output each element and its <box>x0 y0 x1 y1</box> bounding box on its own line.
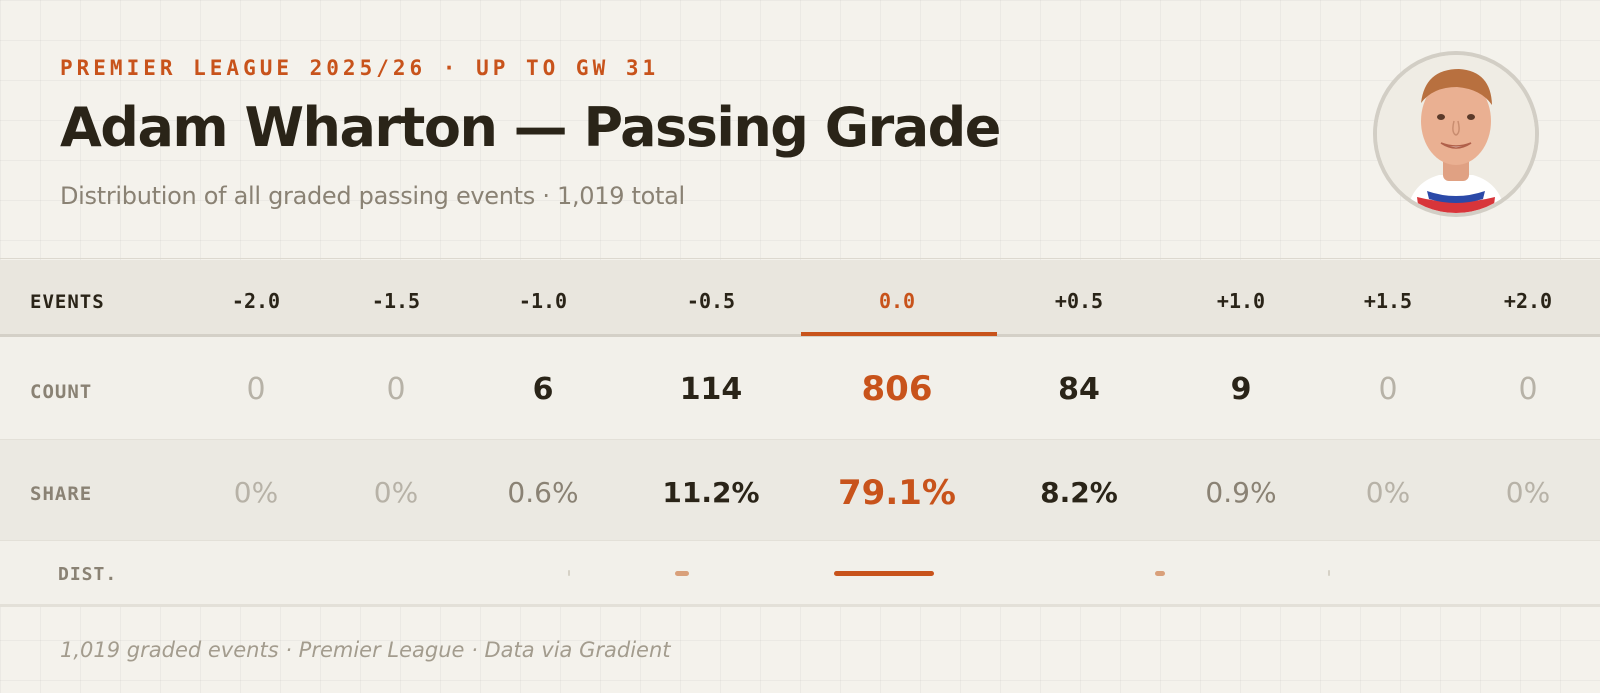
grade-header-cell: +2.0 <box>1503 289 1553 313</box>
dist-row <box>0 541 1600 604</box>
player-headshot-icon <box>1377 55 1535 213</box>
count-cell: 9 <box>1230 372 1252 407</box>
dist-bar <box>1328 570 1330 576</box>
share-cell: 11.2% <box>662 476 760 509</box>
events-row-label: EVENTS <box>30 291 105 313</box>
grade-header-cell: 0.0 <box>878 289 916 313</box>
share-cell: 0% <box>1365 476 1411 509</box>
count-cell: 0 <box>246 372 266 407</box>
grade-header-cell: -1.0 <box>518 289 568 313</box>
share-cell: 0% <box>1505 476 1551 509</box>
count-cell: 6 <box>532 372 554 407</box>
grade-header-cell: +1.0 <box>1216 289 1266 313</box>
dist-bar <box>675 571 689 576</box>
count-cell: 0 <box>386 372 406 407</box>
count-cell: 806 <box>861 369 933 409</box>
count-cell: 114 <box>679 372 743 407</box>
share-cell: 0.9% <box>1205 476 1277 509</box>
count-cell: 84 <box>1058 372 1100 407</box>
player-avatar <box>1373 51 1539 217</box>
dist-bar <box>834 571 934 576</box>
count-row <box>0 337 1600 440</box>
table-top-rule <box>0 258 1600 259</box>
share-cell: 79.1% <box>838 473 956 513</box>
dist-row-label: DIST. <box>58 564 118 585</box>
grade-header-cell: -1.5 <box>371 289 421 313</box>
grade-header-cell: +1.5 <box>1363 289 1413 313</box>
share-cell: 0% <box>373 476 419 509</box>
share-row-label: SHARE <box>30 483 93 505</box>
competition-kicker: PREMIER LEAGUE 2025/26 · UP TO GW 31 <box>60 56 660 80</box>
table-bottom-rule <box>0 604 1600 607</box>
share-row <box>0 440 1600 541</box>
active-grade-underline <box>801 332 997 336</box>
count-cell: 0 <box>1378 372 1398 407</box>
dist-bar <box>568 570 570 576</box>
grade-header-cell: +0.5 <box>1054 289 1104 313</box>
page-subtitle: Distribution of all graded passing event… <box>60 182 685 210</box>
count-cell: 0 <box>1518 372 1538 407</box>
footer-note: 1,019 graded events · Premier League · D… <box>60 638 671 662</box>
dist-bar <box>1155 571 1165 576</box>
share-cell: 0.6% <box>507 476 579 509</box>
grade-header-cell: -0.5 <box>686 289 736 313</box>
grade-header-cell: -2.0 <box>231 289 281 313</box>
count-row-label: COUNT <box>30 381 93 403</box>
share-cell: 0% <box>233 476 279 509</box>
page-title: Adam Wharton — Passing Grade <box>60 96 1001 159</box>
share-cell: 8.2% <box>1040 476 1118 509</box>
events-row <box>0 260 1600 337</box>
